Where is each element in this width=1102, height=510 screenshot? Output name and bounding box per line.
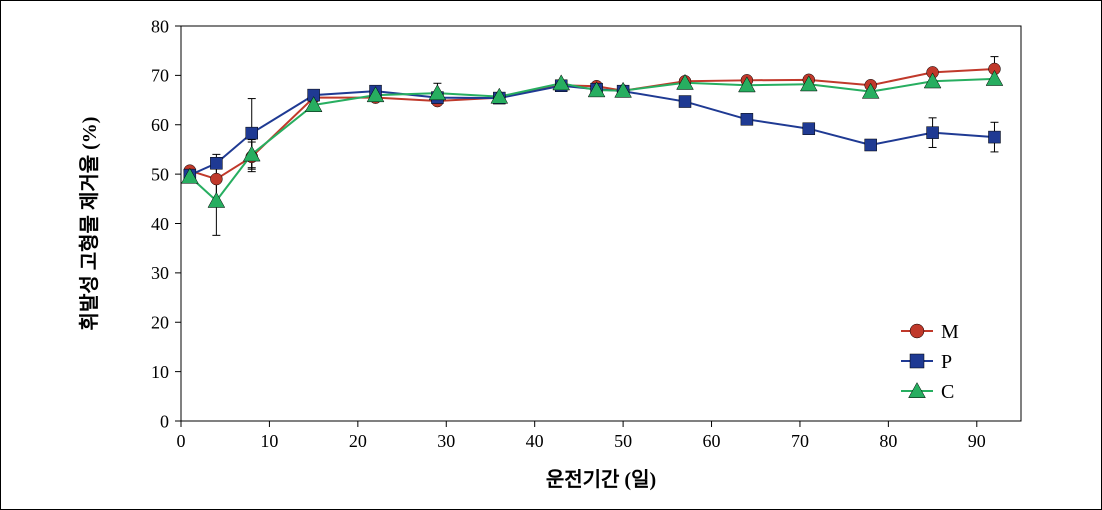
legend-label: P (941, 351, 952, 373)
x-tick-label: 80 (879, 431, 897, 451)
legend-label: C (941, 381, 954, 403)
marker (910, 354, 924, 368)
y-axis-label: 휘발성 고형물 제거율 (%) (78, 117, 101, 331)
x-tick-label: 30 (437, 431, 455, 451)
marker (803, 123, 815, 135)
marker (910, 324, 924, 338)
x-tick-label: 0 (177, 431, 186, 451)
marker (988, 131, 1000, 143)
x-tick-label: 90 (968, 431, 986, 451)
x-tick-label: 70 (791, 431, 809, 451)
x-tick-label: 20 (349, 431, 367, 451)
x-tick-label: 60 (703, 431, 721, 451)
y-tick-label: 50 (151, 164, 169, 184)
x-tick-label: 40 (526, 431, 544, 451)
x-tick-label: 10 (260, 431, 278, 451)
y-tick-label: 70 (151, 66, 169, 86)
chart-container: 0 10 20 30 40 50 60 70 80 90 0 10 20 30 40 50 60 70 80 운전기간… (51, 16, 1051, 496)
y-tick-label: 40 (151, 214, 169, 234)
marker (741, 113, 753, 125)
chart-svg: 0 10 20 30 40 50 60 70 80 90 0 10 20 30 40 50 60 70 80 운전기간… (51, 16, 1051, 496)
y-tick-label: 0 (160, 411, 169, 431)
marker (210, 157, 222, 169)
chart-frame: 0 10 20 30 40 50 60 70 80 90 0 10 20 30 40 50 60 70 80 운전기간… (0, 0, 1102, 510)
legend-label: M (941, 321, 959, 343)
y-tick-label: 20 (151, 313, 169, 333)
marker (679, 96, 691, 108)
y-tick-label: 10 (151, 362, 169, 382)
y-tick-label: 30 (151, 263, 169, 283)
marker (927, 127, 939, 139)
y-tick-label: 60 (151, 115, 169, 135)
marker (246, 127, 258, 139)
x-axis-label: 운전기간 (일) (546, 468, 656, 491)
marker (210, 173, 222, 185)
x-tick-label: 50 (614, 431, 632, 451)
marker (865, 139, 877, 151)
y-tick-label: 80 (151, 16, 169, 36)
